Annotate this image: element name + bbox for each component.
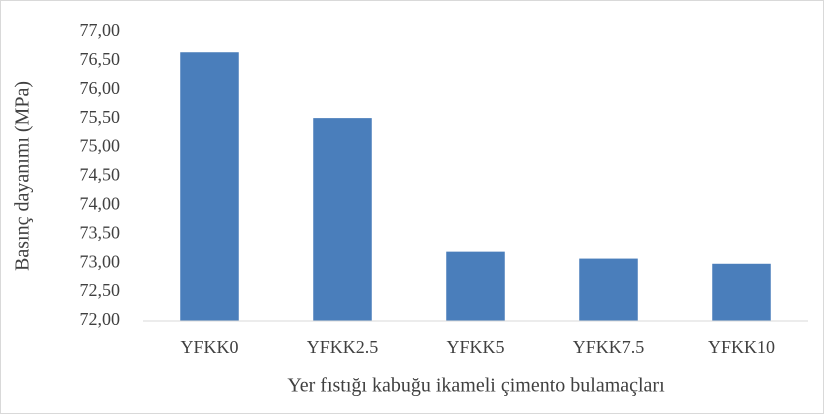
x-tick-label: YFKK7.5 [573,337,645,357]
bar [180,52,239,321]
x-tick-label: YFKK0 [180,337,238,357]
x-tick-label: YFKK2.5 [307,337,379,357]
y-tick-label: 75,00 [80,136,121,156]
x-tick-label: YFKK5 [446,337,504,357]
y-tick-label: 72,00 [80,309,121,329]
y-axis-title: Basınç dayanımı (MPa) [12,81,34,271]
x-tick-label: YFKK10 [708,337,775,357]
bar [712,263,771,321]
y-tick-label: 76,00 [80,78,121,98]
bar [579,258,638,321]
bar [446,251,505,321]
y-tick-label: 76,50 [80,49,121,69]
y-tick-label: 77,00 [80,20,121,40]
y-tick-label: 73,50 [80,222,121,242]
y-tick-label: 72,50 [80,280,121,300]
y-tick-label: 74,50 [80,165,121,185]
y-tick-label: 75,50 [80,107,121,127]
bar [313,118,372,321]
x-axis-title: Yer fıstığı kabuğu ikameli çimento bulam… [287,375,665,397]
y-tick-label: 74,00 [80,194,121,214]
y-tick-label: 73,00 [80,251,121,271]
